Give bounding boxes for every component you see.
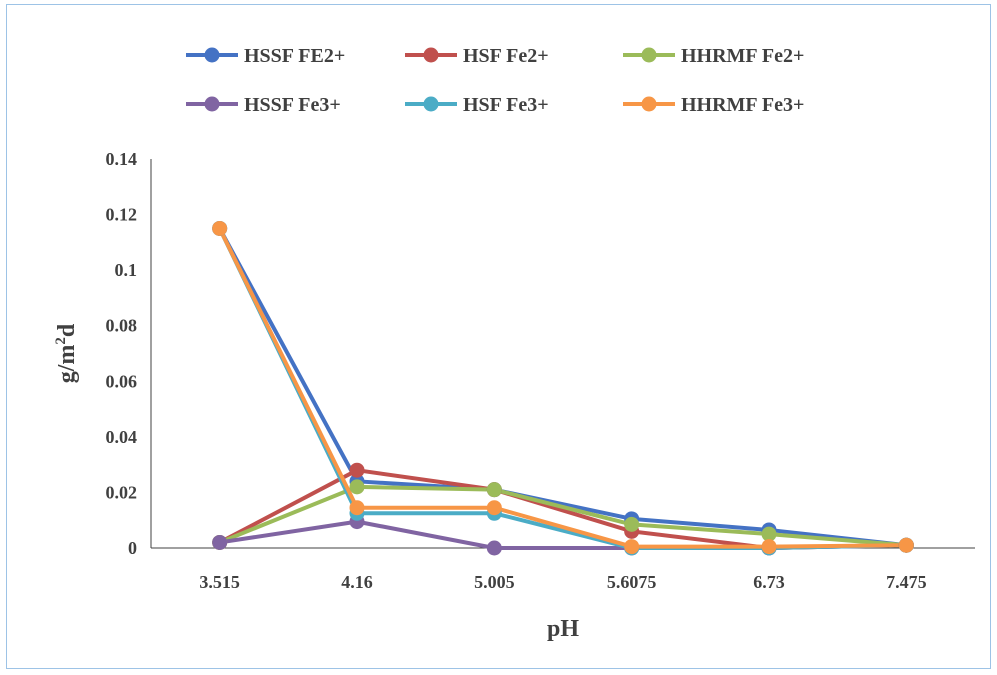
data-point [486, 540, 502, 556]
x-axis-title: pH [547, 616, 579, 642]
legend-swatch-marker [641, 96, 657, 112]
data-point [349, 462, 365, 478]
y-tick-label: 0.08 [106, 316, 138, 336]
legend-swatch-marker [423, 47, 439, 63]
x-tick-label: 6.73 [753, 572, 785, 592]
y-axis-title: g/m2d [53, 323, 80, 383]
legend-item: HSF Fe2+ [405, 45, 549, 67]
y-tick-label: 0.04 [106, 427, 138, 447]
data-point [486, 500, 502, 516]
axes [150, 159, 975, 549]
data-point [212, 220, 228, 236]
legend-item: HHRMF Fe2+ [623, 45, 804, 67]
series-points [212, 220, 914, 556]
x-tick-label: 7.475 [886, 572, 927, 592]
legend-item: HSSF Fe3+ [186, 94, 341, 116]
data-point [486, 482, 502, 498]
y-tick-label: 0.1 [115, 260, 138, 280]
series-lines [217, 227, 907, 550]
y-tick-label: 0.02 [106, 482, 138, 502]
series-line [217, 227, 907, 548]
legend-label: HSF Fe2+ [463, 45, 549, 67]
data-point [624, 516, 640, 532]
series-line [218, 484, 907, 548]
legend-swatch-marker [204, 96, 220, 112]
legend-swatch-marker [423, 96, 439, 112]
x-tick-label: 5.6075 [607, 572, 657, 592]
data-point [349, 479, 365, 495]
data-point [212, 534, 228, 550]
y-tick-label: 0.14 [106, 149, 138, 169]
y-tick-label: 0.06 [106, 371, 138, 391]
legend: HSSF FE2+ HSF Fe2+ HHRMF Fe2+ HSSF Fe3+ HSF … [186, 45, 804, 116]
series-line [217, 227, 907, 549]
data-point [898, 537, 914, 553]
data-point [349, 500, 365, 516]
y-axis-title-sup: 2 [53, 337, 69, 345]
legend-label: HHRMF Fe3+ [681, 94, 804, 116]
y-tick-labels: 0 0.02 0.04 0.06 0.08 0.1 0.12 0.14 [106, 149, 138, 558]
x-tick-labels: 3.515 4.16 5.005 5.6075 6.73 7.475 [199, 572, 926, 592]
legend-label: HSF Fe3+ [463, 94, 549, 116]
x-tick-label: 4.16 [341, 572, 373, 592]
y-axis-title-tail: d [54, 323, 80, 337]
data-point [624, 539, 640, 555]
x-tick-label: 5.005 [474, 572, 515, 592]
legend-label: HHRMF Fe2+ [681, 45, 804, 67]
chart-frame [6, 4, 991, 669]
y-tick-label: 0 [128, 538, 137, 558]
x-tick-label: 3.515 [199, 572, 240, 592]
legend-item: HHRMF Fe3+ [623, 94, 804, 116]
y-axis-title-base: g/m [54, 345, 80, 384]
legend-swatch-marker [641, 47, 657, 63]
legend-item: HSSF FE2+ [186, 45, 345, 67]
legend-label: HSSF FE2+ [244, 45, 345, 67]
legend-item: HSF Fe3+ [405, 94, 549, 116]
legend-label: HSSF Fe3+ [244, 94, 341, 116]
y-tick-label: 0.12 [106, 205, 138, 225]
legend-swatch-marker [204, 47, 220, 63]
data-point [761, 539, 777, 555]
data-point [761, 526, 777, 542]
